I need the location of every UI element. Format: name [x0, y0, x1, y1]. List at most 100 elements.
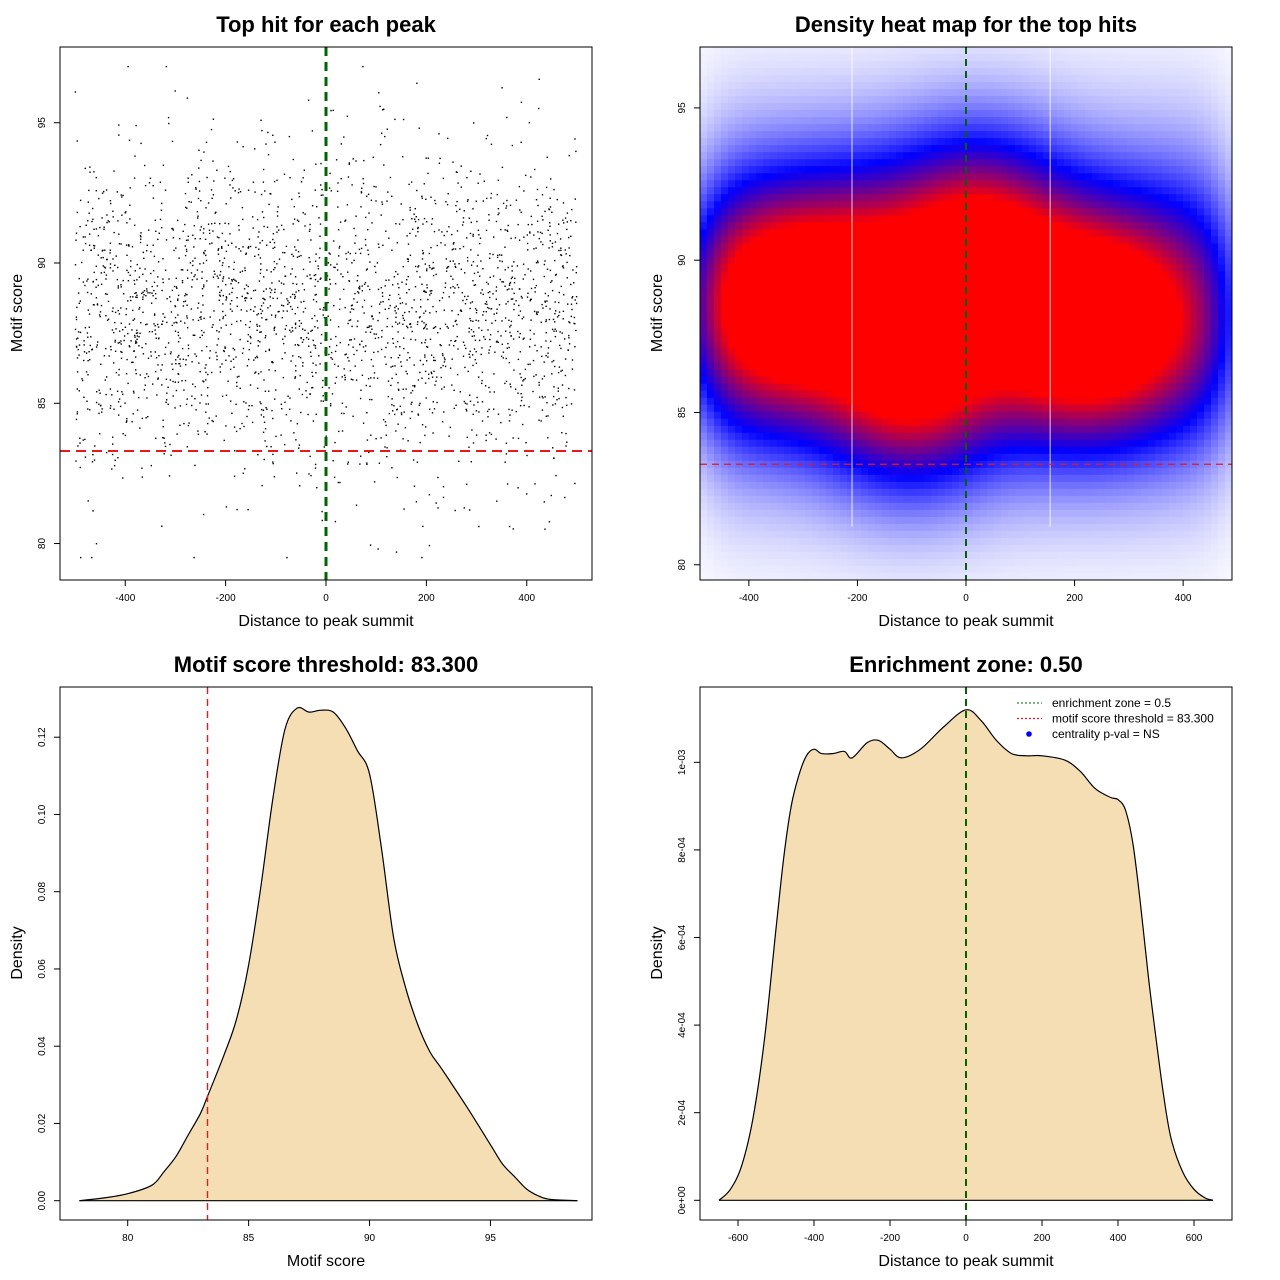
scatter-point	[398, 223, 401, 225]
heatmap-cell	[728, 327, 736, 336]
heatmap-cell	[707, 278, 715, 287]
scatter-point	[549, 308, 551, 310]
scatter-point	[381, 132, 383, 134]
scatter-point	[235, 403, 237, 405]
heatmap-cell	[812, 425, 820, 434]
scatter-point	[284, 352, 286, 354]
heatmap-cell	[721, 369, 729, 378]
heatmap-cell	[756, 530, 764, 539]
heatmap-cell	[896, 250, 904, 258]
scatter-point	[123, 335, 126, 337]
scatter-point	[262, 181, 265, 183]
heatmap-cell	[889, 495, 897, 504]
heatmap-cell	[889, 320, 897, 329]
heatmap-cell	[861, 54, 869, 62]
scatter-point	[298, 388, 300, 390]
scatter-point	[79, 199, 82, 202]
heatmap-cell	[742, 117, 750, 125]
heatmap-cell	[749, 509, 757, 518]
heatmap-cell	[882, 159, 890, 167]
scatter-point	[152, 295, 154, 297]
scatter-point	[182, 269, 184, 271]
scatter-point	[557, 390, 559, 392]
scatter-point	[153, 289, 155, 292]
heatmap-cell	[700, 117, 708, 125]
heatmap-cell	[819, 481, 827, 490]
scatter-point	[263, 290, 265, 292]
scatter-point	[239, 387, 241, 389]
heatmap-cell	[812, 376, 820, 385]
scatter-point	[418, 404, 420, 406]
heatmap-cell	[742, 187, 750, 195]
scatter-point	[322, 395, 324, 397]
scatter-point	[290, 360, 292, 362]
scatter-point	[319, 278, 321, 280]
scatter-point	[302, 212, 304, 214]
heatmap-cell	[707, 516, 715, 525]
heatmap-cell	[749, 341, 757, 350]
scatter-point	[484, 338, 486, 340]
heatmap-cell	[861, 572, 869, 580]
scatter-point	[289, 296, 292, 298]
heatmap-cell	[861, 488, 869, 497]
scatter-point	[332, 460, 334, 462]
heatmap-cell	[749, 54, 757, 62]
scatter-point	[370, 199, 373, 201]
scatter-point	[219, 371, 222, 373]
heatmap-cell	[854, 502, 862, 511]
scatter-point	[330, 264, 332, 266]
heatmap-cell	[777, 481, 785, 490]
scatter-point	[185, 206, 187, 209]
heatmap-cell	[728, 299, 736, 308]
heatmap-cell	[742, 54, 750, 62]
heatmap-cell	[861, 425, 869, 434]
heatmap-cell	[889, 75, 897, 83]
scatter-point	[435, 380, 437, 382]
scatter-point	[260, 269, 262, 271]
scatter-point	[157, 378, 159, 380]
scatter-point	[549, 269, 552, 272]
scatter-point	[87, 336, 89, 338]
scatter-point	[387, 342, 389, 344]
heatmap-cell	[868, 229, 876, 237]
heatmap-cell	[756, 306, 764, 315]
heatmap-cell	[826, 502, 834, 511]
heatmap-cell	[777, 68, 785, 76]
scatter-point	[201, 271, 203, 273]
scatter-point	[128, 139, 131, 141]
heatmap-cell	[770, 222, 778, 230]
scatter-point	[345, 258, 348, 260]
scatter-point	[260, 371, 262, 373]
scatter-point	[193, 225, 195, 227]
scatter-point	[225, 284, 227, 286]
heatmap-cell	[840, 306, 848, 315]
scatter-point	[283, 173, 286, 175]
scatter-point	[85, 352, 88, 354]
heatmap-cell	[868, 404, 876, 413]
scatter-point	[329, 253, 331, 255]
heatmap-cell	[707, 201, 715, 209]
heatmap-cell	[777, 439, 785, 448]
scatter-point	[244, 297, 247, 299]
heatmap-cell	[707, 362, 715, 371]
scatter-point	[415, 501, 418, 503]
scatter-point	[113, 362, 115, 364]
scatter-point	[313, 344, 315, 346]
heatmap-cell	[749, 439, 757, 448]
scatter-point	[349, 252, 351, 255]
scatter-point	[476, 220, 478, 223]
heatmap-cell	[910, 453, 918, 462]
heatmap-cell	[861, 565, 869, 574]
scatter-point	[424, 434, 426, 437]
scatter-point	[395, 316, 397, 318]
scatter-point	[236, 508, 238, 511]
scatter-point	[132, 296, 134, 298]
scatter-point	[403, 319, 406, 321]
scatter-point	[528, 406, 530, 408]
heatmap-cell	[840, 502, 848, 511]
heatmap-cell	[728, 229, 736, 237]
scatter-point	[320, 277, 322, 279]
heatmap-cell	[784, 383, 792, 392]
heatmap-cell	[882, 236, 890, 244]
scatter-point	[309, 274, 311, 276]
